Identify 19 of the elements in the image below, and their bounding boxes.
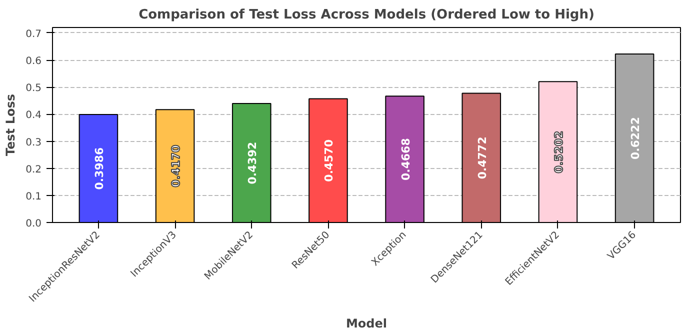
y-tick-label: 0.3 <box>26 137 42 148</box>
y-tick-label: 0.6 <box>26 56 42 67</box>
chart-title: Comparison of Test Loss Across Models (Ordered Low to High) <box>138 8 594 22</box>
data-label: 0.3986 <box>92 146 106 190</box>
data-label: 0.6222 <box>629 117 642 160</box>
data-label: 0.4772 <box>476 136 489 180</box>
y-tick-label: 0.5 <box>26 83 42 94</box>
x-axis-title: Model <box>346 316 388 330</box>
y-tick-label: 0.7 <box>26 28 42 40</box>
data-label: 0.4668 <box>399 138 412 181</box>
y-tick-label: 0.4 <box>26 110 42 122</box>
y-tick-label: 0.0 <box>26 218 42 230</box>
data-label: 0.4170 <box>170 144 183 188</box>
y-axis-title: Test Loss <box>4 94 18 156</box>
data-label: 0.4392 <box>246 142 260 184</box>
data-label: 0.5202 <box>552 130 566 174</box>
data-label: 0.4570 <box>322 139 336 182</box>
y-tick-label: 0.1 <box>26 191 42 202</box>
y-tick-label: 0.2 <box>26 164 42 176</box>
